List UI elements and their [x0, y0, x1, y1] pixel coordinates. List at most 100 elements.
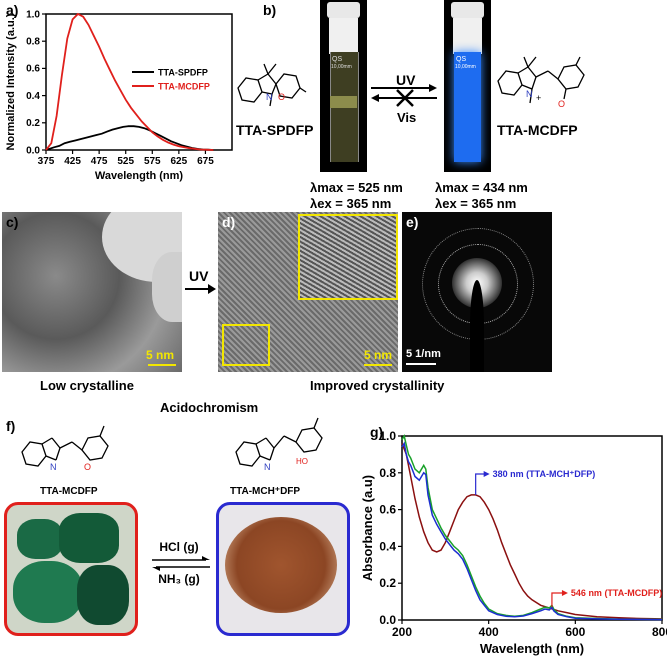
svg-text:N: N	[526, 89, 533, 99]
svg-text:O: O	[278, 92, 285, 102]
cuvette-right-liquid	[454, 52, 481, 162]
y-tick-label: 1.0	[379, 429, 396, 443]
legend-label-2: TTA-MCDFP	[158, 82, 210, 92]
hcl-label: HCl (g)	[159, 540, 199, 554]
tem-image-low-crystalline	[2, 212, 182, 372]
y-tick-label: 0.8	[379, 466, 396, 480]
tta-mchdfp-label: TTA-MCH⁺DFP	[230, 486, 301, 497]
cuvette-right-text-mm: 10,00mm	[455, 64, 476, 70]
legend-label-1: TTA-SPDFP	[158, 68, 208, 78]
spiropyran-structure-icon: N O	[237, 63, 307, 107]
y-tick-label: 0.4	[26, 91, 40, 102]
annotation-label-2: 546 nm (TTA-MCDFP)	[571, 588, 662, 598]
tta-mcdfp-f-label: TTA-MCDFP	[40, 486, 98, 497]
plot-frame	[401, 435, 663, 621]
x-tick-label: 600	[565, 625, 585, 639]
acidochromism-title: Acidochromism	[160, 400, 259, 415]
plot-frame	[45, 13, 233, 151]
y-axis-label: Absorbance (a.u)	[360, 475, 375, 581]
right-arrow-icon	[185, 284, 216, 294]
tem-image-improved-crystallinity	[218, 212, 398, 372]
svg-text:O: O	[84, 462, 91, 472]
annotation-arrow-1	[475, 473, 486, 495]
cuvette-right-text-qs: QS	[456, 56, 467, 63]
protonated-merocyanine-structure-icon: N HO	[235, 417, 323, 472]
emission-spectra-chart: 375 425 475 525 575 625 675 0.0 0.2 0.4 0.6 0.8 1.0 W…	[5, 9, 233, 182]
svg-text:N: N	[264, 462, 271, 472]
y-tick-label: 0.4	[379, 539, 396, 553]
merocyanine-structure-icon: N + O	[497, 56, 585, 109]
hrtem-inset-zoom	[298, 214, 398, 300]
series-line-1	[45, 125, 214, 151]
x-tick-label: 575	[144, 156, 161, 167]
cuvette-left-text-qs: QS	[332, 56, 343, 63]
x-tick-label: 425	[64, 156, 81, 167]
tta-mcdfp-label: TTA-MCDFP	[497, 122, 578, 138]
scale-label-c: 5 nm	[146, 348, 175, 362]
panel-label-f: f)	[6, 418, 16, 434]
panel-label-e: e)	[406, 214, 419, 230]
y-tick-label: 0.2	[379, 576, 396, 590]
scale-bar-e	[406, 363, 436, 365]
cuvette-photo-right: QS 10,00mm	[444, 0, 491, 172]
annotation-label-1: 380 nm (TTA-MCH⁺DFP)	[493, 469, 596, 479]
tta-spdfp-label: TTA-SPDFP	[236, 122, 314, 138]
panel-label-a: a)	[6, 2, 19, 18]
x-axis-label: Wavelength (nm)	[95, 170, 184, 182]
panel-label-g: g)	[370, 424, 384, 440]
series-line-3	[401, 441, 663, 621]
x-tick-label: 200	[392, 625, 412, 639]
y-tick-label: 0.2	[26, 118, 40, 129]
scale-label-d: 5 nm	[364, 348, 393, 362]
x-tick-label: 625	[171, 156, 188, 167]
svg-text:+: +	[536, 93, 541, 103]
caption-improved-crystallinity: Improved crystallinity	[310, 378, 445, 393]
panel-label-c: c)	[6, 214, 19, 230]
hrtem-selection-box	[222, 324, 270, 366]
x-axis-label: Wavelength (nm)	[480, 641, 584, 656]
annotation-arrowhead-1	[483, 471, 490, 477]
y-tick-label: 0.0	[379, 613, 396, 627]
y-tick-label: 0.6	[379, 503, 396, 517]
y-axis-label: Normalized Intensity (a.u.)	[5, 13, 17, 150]
svg-text:O: O	[558, 99, 565, 109]
cuvette-photo-left: QS 10,00mm	[320, 0, 367, 172]
absorbance-spectra-chart: 200 400 600 800 0.0 0.2 0.4 0.6 0.8 1.0 Wavelength…	[360, 429, 667, 656]
x-tick-label: 400	[479, 625, 499, 639]
panel-label-d: d)	[222, 214, 236, 230]
uv-arrow-label: UV	[189, 268, 209, 284]
y-tick-label: 0.6	[26, 64, 40, 75]
merocyanine-structure-f-icon: N O	[21, 425, 109, 472]
right-lambda-ex: λex = 365 nm	[435, 196, 517, 211]
photo-switch-arrows	[367, 66, 442, 126]
annotation-arrow-2	[551, 592, 564, 608]
nh3-label: NH₃ (g)	[158, 572, 200, 586]
panel-label-b: b)	[263, 2, 277, 18]
x-tick-label: 800	[652, 625, 667, 639]
svg-text:N: N	[266, 92, 273, 102]
caption-low-crystalline: Low crystalline	[40, 378, 134, 393]
x-tick-label: 475	[91, 156, 108, 167]
arrow-uv-label: UV	[396, 72, 416, 88]
svg-text:N: N	[50, 462, 57, 472]
y-tick-label: 0.0	[26, 145, 40, 156]
scale-bar-c	[148, 364, 176, 366]
left-lambda-max: λmax = 525 nm	[310, 180, 403, 195]
arrow-vis-label: Vis	[397, 110, 417, 125]
reversible-arrows-icon	[152, 556, 210, 571]
scale-label-e: 5 1/nm	[406, 348, 441, 360]
brown-powder-photo	[216, 502, 350, 636]
scale-bar-d	[364, 364, 392, 366]
svg-text:HO: HO	[296, 457, 308, 466]
series-line-2	[45, 12, 214, 151]
left-lambda-ex: λex = 365 nm	[310, 196, 392, 211]
green-powder-photo	[4, 502, 138, 636]
annotation-arrowhead-2	[561, 590, 568, 596]
cuvette-left-text-mm: 10,00mm	[331, 64, 352, 70]
x-tick-label: 675	[197, 156, 214, 167]
right-lambda-max: λmax = 434 nm	[435, 180, 528, 195]
x-tick-label: 375	[38, 156, 55, 167]
saed-pattern-image	[402, 212, 552, 372]
y-tick-label: 1.0	[26, 9, 40, 20]
y-tick-label: 0.8	[26, 37, 40, 48]
